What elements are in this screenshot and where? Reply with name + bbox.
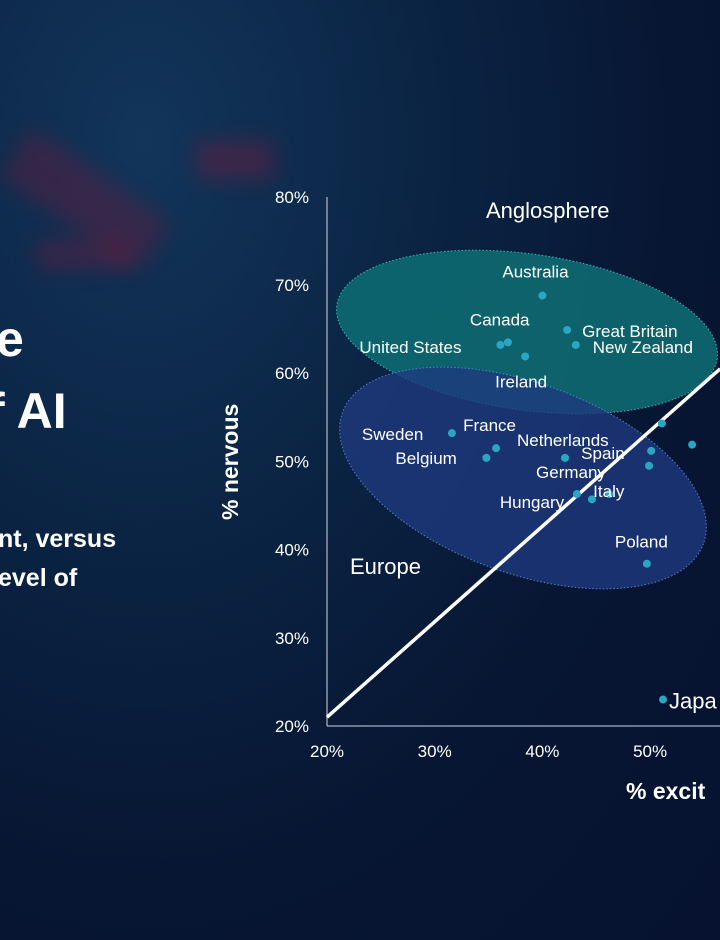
point-label: Japa [669,689,717,714]
subtitle-line-1: nt, versus [0,525,117,553]
y-tick-label: 20% [275,717,309,736]
data-point [605,490,614,499]
point-label: Great Britain [582,322,677,341]
data-point [538,291,547,300]
data-point [642,559,651,568]
y-tick-label: 30% [275,629,309,648]
title-line-1: e [0,311,24,367]
data-point [482,453,491,462]
point-label: New Zealand [593,338,693,357]
data-point [496,340,505,349]
point-label: Ireland [495,372,547,391]
data-point [688,440,697,449]
y-axis-label: % nervous [217,404,243,520]
x-axis-label: % excit [626,778,706,804]
europe-label: Europe [350,554,421,579]
data-point [521,352,530,361]
data-point [503,338,512,347]
europe-group-ellipse [339,366,707,590]
x-tick-label: 30% [418,742,452,761]
reference-line [325,367,720,719]
x-tick-label: 20% [310,742,344,761]
x-tick-label: 50% [633,742,667,761]
y-tick-label: 40% [275,541,309,560]
data-point [657,419,666,428]
data-point [659,695,668,704]
y-tick-label: 50% [275,452,309,471]
point-label: Netherlands [517,431,609,450]
data-point [447,429,456,438]
data-point [587,495,596,504]
point-label: United States [359,338,461,357]
data-point [645,461,654,470]
point-label: Poland [615,533,668,552]
anglosphere-label: Anglosphere [486,198,610,223]
y-tick-label: 80% [275,188,309,207]
data-point [571,340,580,349]
point-label: France [463,416,516,435]
point-label: Australia [502,263,569,282]
data-point [572,490,581,499]
y-tick-label: 70% [275,276,309,295]
background-glow [195,140,275,180]
data-point [492,444,501,453]
point-label: Spain [581,444,624,463]
point-label: Canada [470,310,530,329]
y-tick-label: 60% [275,364,309,383]
data-point [647,446,656,455]
x-tick-label: 40% [525,742,559,761]
point-label: Belgium [395,449,456,468]
point-label: Italy [593,482,625,501]
data-point [563,325,572,334]
point-label: Hungary [500,493,565,512]
data-point [561,453,570,462]
title-line-2: f AI [0,383,67,439]
point-label: Germany [536,463,606,482]
subtitle-line-2: evel of [0,564,78,592]
point-label: Sweden [362,425,423,444]
background-glow [35,240,130,270]
